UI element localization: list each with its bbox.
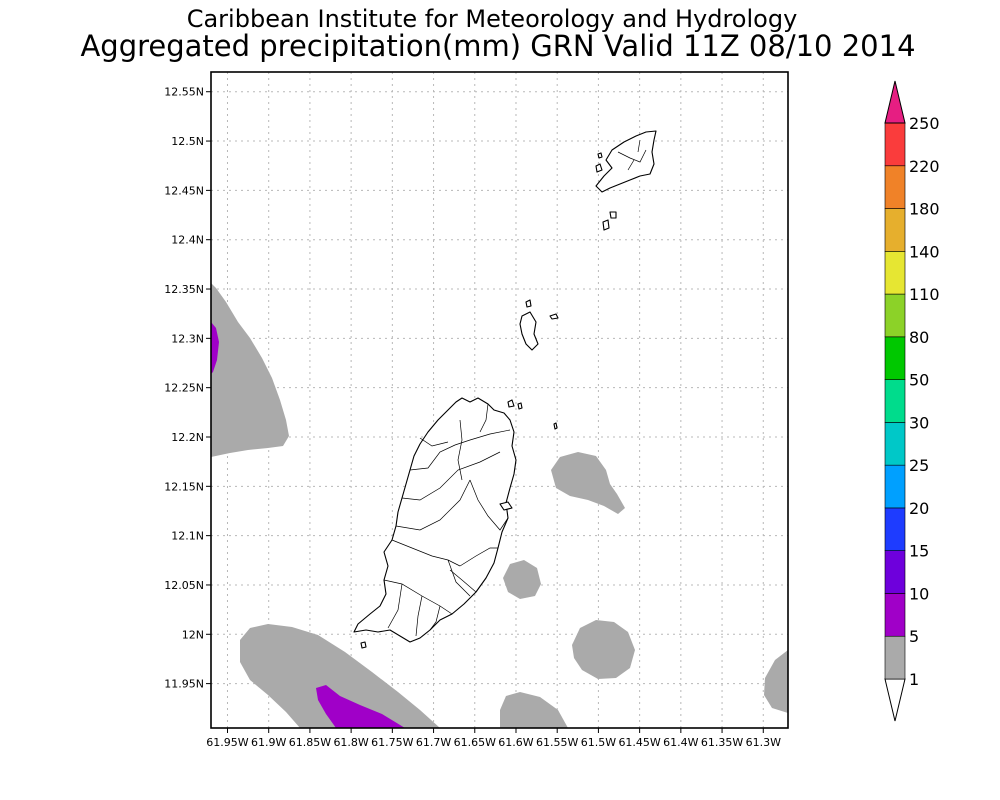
colorbar-label: 5 (909, 627, 919, 646)
lon-tick-label: 61.8W (333, 736, 368, 749)
lat-tick-label: 12.1N (171, 530, 204, 543)
carriacou-boundaries (617, 139, 647, 171)
small-island-8 (507, 399, 515, 408)
lon-tick-label: 61.5W (581, 736, 616, 749)
small-island-11 (360, 641, 367, 649)
colorbar-segment (884, 593, 906, 637)
colorbar-lower-arrow (884, 678, 906, 722)
lat-tick-label: 12.5N (171, 135, 204, 148)
small-island-1 (602, 219, 610, 231)
precip-area-southwest-5-10mm (316, 685, 405, 728)
colorbar-upper-arrow (884, 80, 906, 124)
latitude-axis: 12.55N 12.5N 12.45N 12.4N 12.35N 12.3N 12.25N 1… (164, 86, 211, 691)
colorbar-segment (884, 208, 906, 252)
colorbar-label: 250 (909, 114, 940, 133)
lon-tick-label: 61.3W (746, 736, 781, 749)
small-island-12 (499, 501, 513, 511)
map-frame-border (210, 71, 789, 729)
grenada-island-outline (353, 397, 517, 643)
colorbar-label: 1 (909, 670, 919, 689)
lon-tick-label: 61.45W (618, 736, 660, 749)
colorbar-segment (884, 422, 906, 466)
small-island-6 (525, 299, 532, 308)
lat-tick-label: 12.15N (164, 480, 204, 493)
colorbar-label: 80 (909, 328, 929, 347)
colorbar-segment (884, 635, 906, 680)
colorbar-segment (884, 165, 906, 209)
precip-area-southwest-1-5mm (240, 624, 440, 728)
longitude-axis: 61.95W 61.9W 61.85W 61.8W 61.75W 61.7W 61.65W 6… (206, 728, 781, 749)
colorbar-segment (884, 122, 906, 167)
colorbar-label: 180 (909, 200, 940, 219)
precip-area-west-5-10mm (211, 322, 219, 374)
lon-tick-label: 61.9W (251, 736, 286, 749)
lat-tick-label: 12.25N (164, 382, 204, 395)
colorbar-label: 15 (909, 542, 929, 561)
lat-tick-label: 12.55N (164, 86, 204, 99)
small-island-10 (553, 422, 558, 430)
lon-tick-label: 61.55W (536, 736, 578, 749)
colorbar-label: 30 (909, 413, 929, 432)
lat-tick-label: 12.2N (171, 431, 204, 444)
colorbar-segment (884, 507, 906, 551)
colorbar-label: 25 (909, 456, 929, 475)
lon-tick-label: 61.65W (454, 736, 496, 749)
precip-area-west-1-5mm (211, 283, 289, 457)
colorbar-label: 140 (909, 242, 940, 261)
carriacou-island-outline (595, 130, 657, 193)
precip-area-center-1-5mm (503, 560, 541, 599)
grenada-parish-boundaries (383, 403, 511, 637)
lon-tick-label: 61.4W (663, 736, 698, 749)
lat-tick-label: 11.95N (164, 678, 204, 691)
lon-tick-label: 61.6W (498, 736, 533, 749)
colorbar-segment (884, 464, 906, 509)
colorbar-segment (884, 251, 906, 295)
colorbar-label: 20 (909, 499, 929, 518)
lon-tick-label: 61.35W (701, 736, 743, 749)
small-island-7 (549, 313, 559, 320)
lat-tick-label: 12.4N (171, 234, 204, 247)
lat-tick-label: 12.35N (164, 283, 204, 296)
lat-tick-label: 12.05N (164, 579, 204, 592)
colorbar-segment (884, 550, 906, 594)
title-line-1: Caribbean Institute for Meteorology and … (187, 5, 798, 33)
lon-tick-label: 61.7W (416, 736, 451, 749)
colorbar-label: 220 (909, 157, 940, 176)
precip-area-southcenter-1-5mm (572, 620, 635, 679)
colorbar-label: 50 (909, 371, 929, 390)
map-plot-area (211, 72, 788, 728)
small-island-4 (597, 152, 603, 159)
small-island-9 (517, 402, 523, 410)
lat-tick-label: 12.45N (164, 184, 204, 197)
precip-area-southeast-1-5mm (764, 650, 788, 713)
small-island-5 (519, 311, 539, 351)
colorbar-label: 110 (909, 285, 940, 304)
precip-area-south-1-5mm (500, 692, 568, 728)
small-island-2 (609, 211, 617, 219)
lon-tick-label: 61.95W (206, 736, 248, 749)
title-line-2: Aggregated precipitation(mm) GRN Valid 1… (80, 29, 915, 63)
colorbar-segment (884, 293, 906, 338)
colorbar-segment (884, 336, 906, 380)
lat-tick-label: 12N (182, 628, 204, 641)
colorbar-segment (884, 379, 906, 423)
lat-tick-label: 12.3N (171, 332, 204, 345)
colorbar-label: 10 (909, 584, 929, 603)
lon-tick-label: 61.75W (371, 736, 413, 749)
precip-area-east-1-5mm (551, 452, 625, 514)
small-island-3 (595, 163, 603, 173)
islands (353, 130, 657, 649)
precipitation-shading (211, 283, 788, 728)
lon-tick-label: 61.85W (289, 736, 331, 749)
